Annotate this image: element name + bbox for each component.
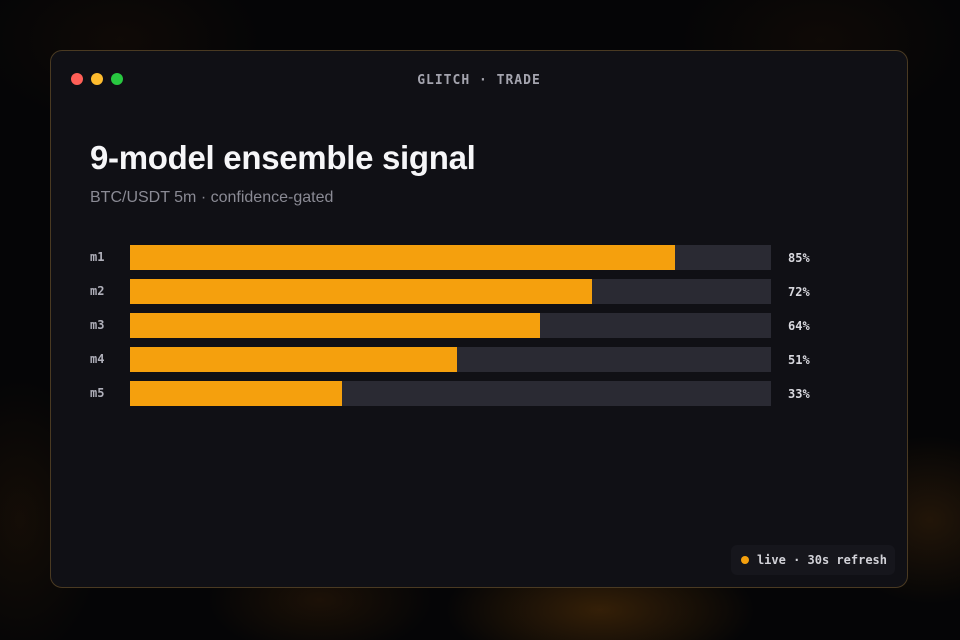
confidence-track <box>130 313 771 338</box>
confidence-bar <box>130 245 675 270</box>
confidence-bar <box>130 381 342 406</box>
minimize-window-button[interactable] <box>91 73 103 85</box>
confidence-track <box>130 347 771 372</box>
page-title: 9-model ensemble signal <box>90 139 476 176</box>
confidence-value: 85% <box>788 251 810 265</box>
confidence-track <box>130 245 771 270</box>
confidence-track <box>130 381 771 406</box>
page-subtitle: BTC/USDT 5m · confidence-gated <box>90 189 334 206</box>
confidence-bar <box>130 347 457 372</box>
model-label: m2 <box>90 284 105 298</box>
live-indicator-icon <box>740 556 749 564</box>
close-window-button[interactable] <box>71 73 83 85</box>
confidence-value: 33% <box>788 387 810 401</box>
model-label: m5 <box>90 386 105 400</box>
status-text: live · 30s refresh <box>756 553 887 567</box>
model-label: m3 <box>90 318 105 332</box>
model-label: m4 <box>90 352 105 366</box>
confidence-bar <box>130 279 592 304</box>
window-title: GLITCH · TRADE <box>417 73 541 88</box>
window-controls <box>71 73 123 85</box>
live-status-badge: live · 30s refresh <box>730 545 895 575</box>
model-label: m1 <box>90 250 105 264</box>
confidence-value: 72% <box>788 285 810 299</box>
confidence-value: 51% <box>788 353 810 367</box>
confidence-track <box>130 279 771 304</box>
app-window: GLITCH · TRADE 9-model ensemble signal B… <box>50 50 908 588</box>
confidence-value: 64% <box>788 319 810 333</box>
confidence-bar <box>130 313 541 338</box>
maximize-window-button[interactable] <box>111 73 123 85</box>
